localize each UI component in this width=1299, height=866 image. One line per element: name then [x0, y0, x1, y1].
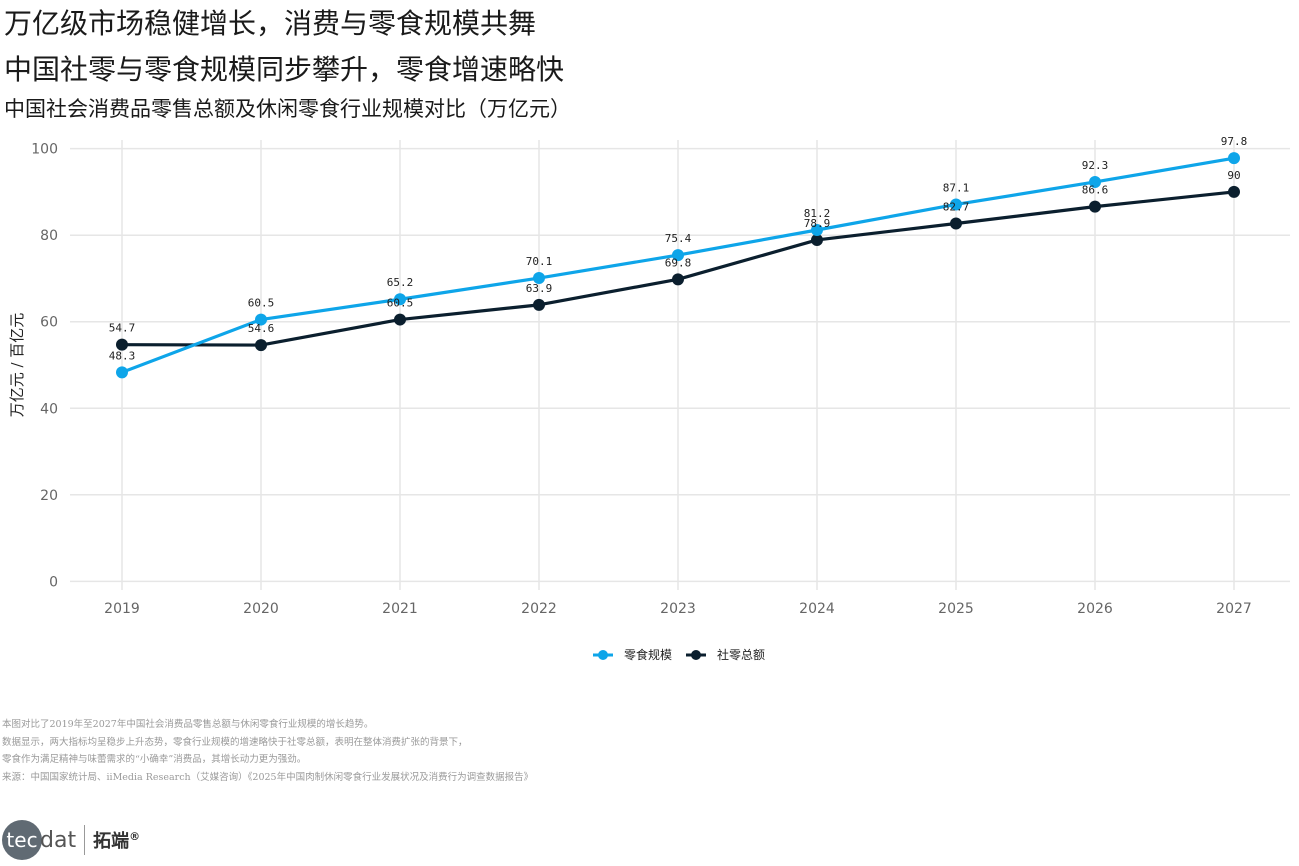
- chart-title-secondary: 中国社零与零食规模同步攀升，零食增速略快: [4, 53, 565, 86]
- data-label: 69.8: [665, 256, 692, 269]
- y-tick-label: 40: [40, 401, 58, 417]
- data-point: [811, 224, 823, 236]
- data-point: [255, 339, 267, 352]
- data-label: 87.1: [943, 181, 970, 194]
- data-point: [116, 338, 128, 351]
- y-tick-label: 0: [49, 574, 58, 590]
- data-label: 81.2: [804, 207, 831, 220]
- y-axis-label: 万亿元 / 百亿元: [8, 313, 26, 418]
- data-point: [1089, 200, 1101, 213]
- data-point: [255, 313, 267, 326]
- data-point: [394, 313, 406, 326]
- logo-circle: tec: [2, 820, 42, 860]
- data-label: 75.4: [665, 232, 692, 245]
- data-label: 63.9: [526, 282, 553, 295]
- x-tick-label: 2021: [382, 601, 418, 617]
- tecdat-logo: tec dat 拓端®: [2, 818, 140, 862]
- x-tick-label: 2019: [104, 601, 140, 617]
- source-line: 来源：中国国家统计局、iiMedia Research（艾媒咨询）《2025年中…: [2, 771, 534, 783]
- y-tick-label: 80: [40, 228, 58, 244]
- y-tick-label: 60: [40, 315, 58, 331]
- data-label: 60.5: [248, 297, 275, 310]
- x-tick-label: 2022: [521, 601, 557, 617]
- data-point: [394, 293, 406, 306]
- registered-mark: ®: [129, 830, 141, 843]
- data-point: [672, 273, 684, 286]
- legend-label: 社零总额: [717, 647, 765, 662]
- data-point: [1228, 185, 1240, 198]
- x-tick-label: 2027: [1216, 601, 1252, 617]
- data-label: 90: [1227, 169, 1240, 182]
- data-label: 97.8: [1221, 135, 1248, 148]
- logo-divider: [84, 825, 86, 855]
- data-point: [672, 249, 684, 262]
- data-label: 70.1: [526, 255, 553, 268]
- note-line: 零食作为满足精神与味蕾需求的“小确幸”消费品，其增长动力更为强劲。: [2, 754, 307, 765]
- data-label: 65.2: [387, 276, 414, 289]
- legend-swatch-dot: [598, 650, 608, 660]
- data-point: [950, 198, 962, 211]
- x-tick-label: 2020: [243, 601, 279, 617]
- chart-notes: 本图对比了2019年至2027年中国社会消费品零售总额与休闲零食行业规模的增长趋…: [2, 716, 533, 786]
- data-label: 92.3: [1082, 159, 1109, 172]
- legend-swatch-dot: [691, 650, 701, 660]
- data-label: 82.7: [943, 201, 970, 214]
- data-point: [116, 366, 128, 379]
- x-tick-label: 2026: [1077, 601, 1113, 617]
- legend-label: 零食规模: [624, 647, 672, 662]
- x-tick-label: 2024: [799, 601, 835, 617]
- logo-mark-rest: dat: [40, 827, 77, 853]
- logo-mark: tec dat: [2, 820, 76, 860]
- x-tick-label: 2025: [938, 601, 974, 617]
- data-label: 54.6: [248, 322, 275, 335]
- chart-subtitle: 中国社会消费品零售总额及休闲零食行业规模对比（万亿元）: [4, 97, 571, 121]
- data-label: 78.9: [804, 217, 831, 230]
- y-tick-label: 20: [40, 488, 58, 504]
- data-point: [811, 233, 823, 246]
- x-tick-label: 2023: [660, 601, 696, 617]
- data-label: 54.7: [109, 322, 136, 335]
- data-point: [533, 272, 545, 285]
- data-point: [950, 217, 962, 230]
- data-label: 86.6: [1082, 184, 1109, 197]
- line-chart: 0 20 40 60 80 100 2019 2020 2021 2022 2023 2024 2025…: [8, 135, 1290, 662]
- data-label: 48.3: [109, 349, 136, 362]
- y-tick-label: 100: [31, 142, 58, 158]
- data-point: [533, 298, 545, 311]
- logo-chinese: 拓端®: [93, 827, 140, 853]
- chart-title: 万亿级市场稳健增长，消费与零食规模共舞: [4, 7, 537, 40]
- note-line: 本图对比了2019年至2027年中国社会消费品零售总额与休闲零食行业规模的增长趋…: [2, 719, 374, 730]
- logo-chinese-text: 拓端: [93, 831, 130, 852]
- data-label: 60.5: [387, 297, 414, 310]
- data-point: [1228, 152, 1240, 165]
- note-line: 数据显示，两大指标均呈稳步上升态势，零食行业规模的增速略快于社零总额，表明在整体…: [2, 736, 468, 748]
- data-point: [1089, 175, 1101, 188]
